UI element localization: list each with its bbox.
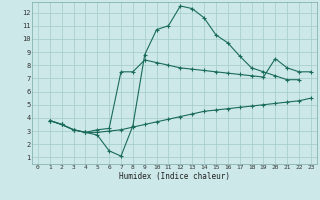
- X-axis label: Humidex (Indice chaleur): Humidex (Indice chaleur): [119, 172, 230, 181]
